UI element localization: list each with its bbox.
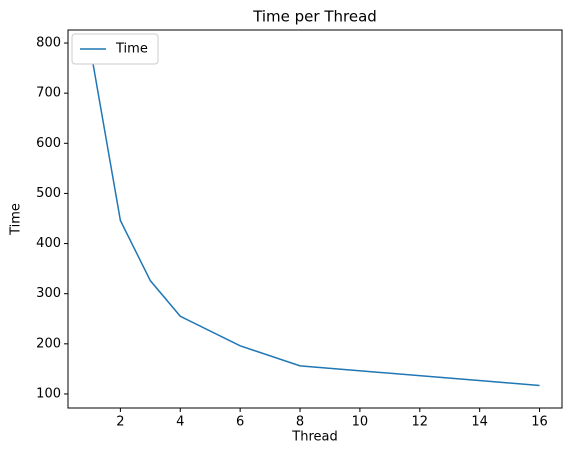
y-tick-label: 300	[36, 286, 61, 301]
y-tick-label: 200	[36, 336, 61, 351]
x-tick-label: 2	[116, 415, 124, 430]
plot-frame	[67, 29, 563, 409]
x-tick-label: 14	[471, 415, 488, 430]
y-tick-label: 100	[36, 386, 61, 401]
x-tick-label: 8	[296, 415, 304, 430]
x-tick-label: 6	[236, 415, 244, 430]
x-tick-label: 12	[412, 415, 429, 430]
legend-box	[71, 33, 159, 65]
x-axis-label: Thread	[291, 430, 337, 445]
y-tick-label: 700	[36, 86, 61, 101]
y-tick-label: 400	[36, 236, 61, 251]
legend-label: Time	[115, 42, 148, 57]
x-tick-label: 10	[352, 415, 369, 430]
chart-title: Time per Thread	[252, 8, 377, 26]
y-tick-label: 500	[36, 186, 61, 201]
x-tick-label: 4	[176, 415, 184, 430]
x-tick-label: 16	[531, 415, 548, 430]
data-line	[89, 48, 540, 387]
y-tick-label: 600	[36, 136, 61, 151]
y-tick-label: 800	[36, 36, 61, 51]
y-axis-label: Time	[9, 203, 24, 236]
